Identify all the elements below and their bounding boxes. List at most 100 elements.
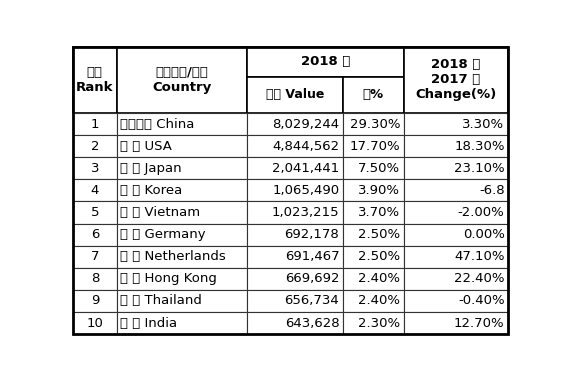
Text: 7: 7: [91, 250, 99, 263]
Bar: [247, 157, 343, 179]
Text: 金額 Value: 金額 Value: [266, 88, 324, 101]
Bar: [73, 224, 117, 246]
Text: -6.8: -6.8: [479, 184, 505, 197]
Text: 9: 9: [91, 294, 99, 307]
Text: 22.40%: 22.40%: [454, 272, 505, 285]
Bar: [343, 157, 404, 179]
Text: 2.50%: 2.50%: [358, 250, 400, 263]
Text: 日 本 Japan: 日 本 Japan: [120, 162, 181, 175]
Bar: [247, 179, 343, 201]
Bar: [73, 201, 117, 224]
Text: 2.30%: 2.30%: [358, 317, 400, 329]
Bar: [343, 290, 404, 312]
Bar: [247, 290, 343, 312]
Bar: [343, 135, 404, 157]
Bar: [73, 157, 117, 179]
Bar: [117, 135, 247, 157]
Bar: [404, 268, 508, 290]
Text: 德 國 Germany: 德 國 Germany: [120, 228, 206, 241]
Bar: [73, 312, 117, 334]
Text: 29.30%: 29.30%: [350, 118, 400, 130]
Text: 1: 1: [91, 118, 99, 130]
Bar: [117, 312, 247, 334]
Text: 692,178: 692,178: [285, 228, 339, 241]
Text: 7.50%: 7.50%: [358, 162, 400, 175]
Bar: [404, 201, 508, 224]
Bar: [73, 113, 117, 135]
Bar: [247, 268, 343, 290]
Bar: [117, 157, 247, 179]
Text: 4,844,562: 4,844,562: [272, 139, 339, 153]
Bar: [404, 224, 508, 246]
Text: 中國大陸 China: 中國大陸 China: [120, 118, 194, 130]
Text: 4: 4: [91, 184, 99, 197]
Bar: [73, 246, 117, 268]
Bar: [247, 201, 343, 224]
Text: 2.50%: 2.50%: [358, 228, 400, 241]
Text: 3.90%: 3.90%: [358, 184, 400, 197]
Text: 669,692: 669,692: [285, 272, 339, 285]
Bar: [247, 135, 343, 157]
Bar: [343, 201, 404, 224]
Text: 656,734: 656,734: [285, 294, 339, 307]
Bar: [404, 290, 508, 312]
Text: 12.70%: 12.70%: [454, 317, 505, 329]
Bar: [117, 224, 247, 246]
Text: 3.70%: 3.70%: [358, 206, 400, 219]
Text: 2.40%: 2.40%: [358, 294, 400, 307]
Text: 2.40%: 2.40%: [358, 272, 400, 285]
Bar: [404, 113, 508, 135]
Text: 17.70%: 17.70%: [349, 139, 400, 153]
Bar: [404, 47, 508, 113]
Bar: [117, 201, 247, 224]
Text: 23.10%: 23.10%: [454, 162, 505, 175]
Bar: [247, 47, 404, 77]
Bar: [117, 290, 247, 312]
Text: 0.00%: 0.00%: [463, 228, 505, 241]
Text: 2018 年
2017 年
Change(%): 2018 年 2017 年 Change(%): [415, 58, 497, 101]
Text: 1,065,490: 1,065,490: [272, 184, 339, 197]
Bar: [404, 312, 508, 334]
Bar: [343, 179, 404, 201]
Bar: [117, 113, 247, 135]
Bar: [247, 77, 343, 113]
Bar: [343, 246, 404, 268]
Text: 韓 國 Korea: 韓 國 Korea: [120, 184, 183, 197]
Text: 出口國家/地區
Country: 出口國家/地區 Country: [152, 66, 211, 94]
Bar: [404, 179, 508, 201]
Bar: [343, 113, 404, 135]
Bar: [247, 224, 343, 246]
Text: 18.30%: 18.30%: [454, 139, 505, 153]
Bar: [404, 157, 508, 179]
Bar: [343, 77, 404, 113]
Text: 8,029,244: 8,029,244: [272, 118, 339, 130]
Text: 越 南 Vietnam: 越 南 Vietnam: [120, 206, 200, 219]
Text: 47.10%: 47.10%: [454, 250, 505, 263]
Text: 6: 6: [91, 228, 99, 241]
Bar: [247, 246, 343, 268]
Bar: [73, 135, 117, 157]
Text: 3: 3: [91, 162, 99, 175]
Bar: [117, 246, 247, 268]
Text: 8: 8: [91, 272, 99, 285]
Bar: [117, 179, 247, 201]
Text: 泰 國 Thailand: 泰 國 Thailand: [120, 294, 202, 307]
Bar: [343, 268, 404, 290]
Text: 5: 5: [91, 206, 99, 219]
Text: 2,041,441: 2,041,441: [272, 162, 339, 175]
Text: 2: 2: [91, 139, 99, 153]
Text: 1,023,215: 1,023,215: [272, 206, 339, 219]
Bar: [404, 246, 508, 268]
Text: 香 港 Hong Kong: 香 港 Hong Kong: [120, 272, 217, 285]
Bar: [73, 179, 117, 201]
Bar: [73, 268, 117, 290]
Text: 3.30%: 3.30%: [463, 118, 505, 130]
Bar: [117, 268, 247, 290]
Bar: [343, 312, 404, 334]
Text: 2018 年: 2018 年: [301, 55, 350, 68]
Text: 荷 蘭 Netherlands: 荷 蘭 Netherlands: [120, 250, 226, 263]
Text: 美 國 USA: 美 國 USA: [120, 139, 172, 153]
Bar: [343, 224, 404, 246]
Text: -2.00%: -2.00%: [458, 206, 505, 219]
Bar: [247, 312, 343, 334]
